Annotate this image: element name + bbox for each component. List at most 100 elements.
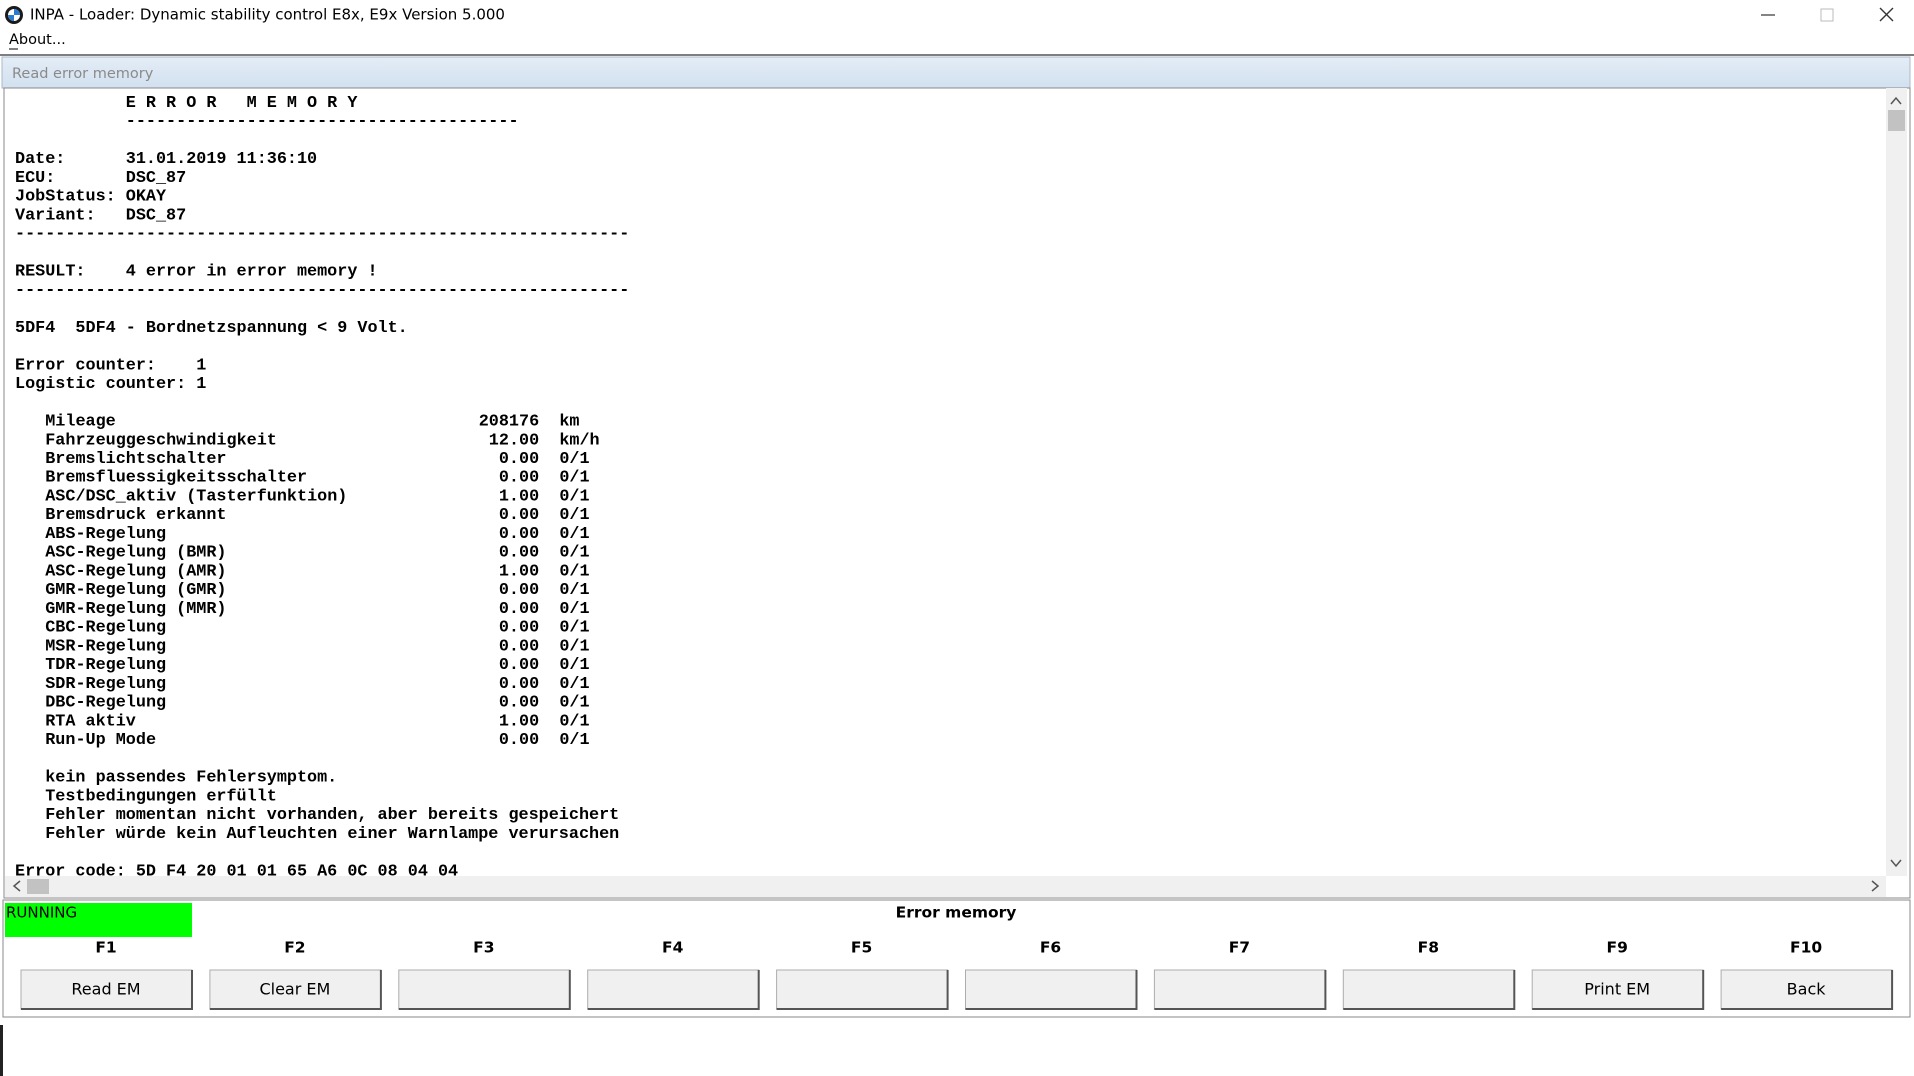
button-label[interactable]: Back xyxy=(1787,980,1827,999)
button[interactable]: Back xyxy=(1720,969,1894,1010)
measurement-value: 0.00 xyxy=(499,675,539,694)
window-title: INPA - Loader: Dynamic stability control… xyxy=(30,6,505,24)
button-face[interactable] xyxy=(1342,969,1515,1010)
button-label[interactable]: Print EM xyxy=(1584,980,1650,999)
report-line: Variant: DSC_87 xyxy=(15,206,186,225)
measurement-name: Bremslichtschalter xyxy=(45,450,226,469)
function-key: F4 xyxy=(662,939,684,957)
close-button[interactable] xyxy=(1879,7,1894,22)
app-icon xyxy=(5,6,23,24)
button-label[interactable]: Clear EM xyxy=(259,980,330,999)
report-line: RESULT: 4 error in error memory ! xyxy=(15,263,378,282)
function-key: F1 xyxy=(95,939,116,957)
vertical-scrollbar[interactable] xyxy=(1886,88,1907,876)
button-shadow xyxy=(965,970,1138,1010)
report-line: JobStatus: OKAY xyxy=(15,188,167,207)
horizontal-scrollbar[interactable] xyxy=(5,876,1886,897)
maximize-button[interactable] xyxy=(1820,8,1834,22)
measurement-name: Run-Up Mode xyxy=(45,731,156,750)
scroll-thumb[interactable] xyxy=(1888,110,1905,131)
measurement-name: TDR-Regelung xyxy=(45,656,166,675)
button[interactable]: Print EM xyxy=(1531,969,1705,1010)
function-key: F9 xyxy=(1607,939,1628,957)
measurement-unit: km xyxy=(559,413,579,432)
button[interactable]: Clear EM xyxy=(209,969,382,1010)
scroll-right[interactable] xyxy=(1871,880,1880,892)
measurement-unit: 0/1 xyxy=(559,675,589,694)
panel-title: Read error memory xyxy=(12,66,154,82)
button-face[interactable] xyxy=(20,969,193,1010)
menu-item[interactable]: About... xyxy=(9,32,66,48)
measurement-unit: 0/1 xyxy=(559,469,589,488)
button-face[interactable] xyxy=(209,969,382,1010)
measurement-name: ASC/DSC_aktiv (Tasterfunktion) xyxy=(45,487,347,506)
button-shadow xyxy=(1532,970,1705,1010)
edge-shadow xyxy=(0,1025,3,1076)
measurement-value: 0.00 xyxy=(499,600,539,619)
button-shadow xyxy=(1721,970,1894,1010)
function-key: F10 xyxy=(1790,939,1822,957)
measurement-value: 0.00 xyxy=(499,450,539,469)
measurement-value: 0.00 xyxy=(499,469,539,488)
measurement-value: 0.00 xyxy=(499,525,539,544)
report-line: Error counter: 1 xyxy=(15,356,206,375)
function-key: F8 xyxy=(1418,939,1439,957)
measurement-unit: 0/1 xyxy=(559,544,589,563)
measurement-unit: 0/1 xyxy=(559,506,589,525)
measurement-unit: 0/1 xyxy=(559,619,589,638)
measurement-name: Mileage xyxy=(45,413,116,432)
scroll-thumb-h[interactable] xyxy=(27,879,49,894)
measurement-value: 0.00 xyxy=(499,731,539,750)
button-face[interactable] xyxy=(776,969,949,1010)
button-face[interactable] xyxy=(965,969,1137,1010)
scroll-down[interactable] xyxy=(1890,859,1902,868)
button-shadow xyxy=(398,970,571,1010)
report-line: kein passendes Fehlersymptom. xyxy=(15,769,337,788)
button[interactable] xyxy=(587,969,760,1010)
report-line: ----------------------------------------… xyxy=(15,225,629,244)
report-line: Fehler momentan nicht vorhanden, aber be… xyxy=(15,806,619,825)
button[interactable] xyxy=(398,969,571,1010)
scroll-left[interactable] xyxy=(12,880,21,892)
button[interactable] xyxy=(965,969,1138,1010)
function-key: F7 xyxy=(1229,939,1250,957)
report-area xyxy=(3,87,1911,899)
button-face[interactable] xyxy=(1531,969,1704,1010)
function-keys: F1 Read EM F2 Clear EM F3 F4 F5 F6 F7 F8 F9 Print E… xyxy=(20,939,1894,1010)
button-shadow xyxy=(776,970,949,1010)
button[interactable]: Read EM xyxy=(20,969,193,1010)
button-face[interactable] xyxy=(1153,969,1326,1010)
report-line: --------------------------------------- xyxy=(15,113,519,132)
measurement-unit: 0/1 xyxy=(559,562,589,581)
measurement-name: DBC-Regelung xyxy=(45,694,166,713)
panel-header xyxy=(1,56,1911,89)
measurement-value: 0.00 xyxy=(499,619,539,638)
measurement-value: 0.00 xyxy=(499,544,539,563)
button[interactable] xyxy=(1153,969,1327,1010)
report-line: 5DF4 5DF4 - Bordnetzspannung < 9 Volt. xyxy=(15,319,408,338)
function-key: F2 xyxy=(284,939,305,957)
measurement-name: RTA aktiv xyxy=(45,712,136,731)
report-line: E R R O R M E M O R Y xyxy=(15,94,358,113)
status-box xyxy=(5,903,192,937)
button[interactable] xyxy=(1342,969,1516,1010)
button-shadow xyxy=(21,970,193,1010)
scroll-up[interactable] xyxy=(1890,96,1902,105)
measurement-unit: 0/1 xyxy=(559,487,589,506)
button-shadow xyxy=(1154,970,1327,1010)
button-face[interactable] xyxy=(398,969,571,1010)
button-shadow xyxy=(587,970,760,1010)
function-key: F5 xyxy=(851,939,872,957)
status-state: RUNNING xyxy=(6,904,77,922)
measurement-name: ABS-Regelung xyxy=(45,525,166,544)
measurement-name: ASC-Regelung (BMR) xyxy=(45,544,226,563)
button[interactable] xyxy=(776,969,949,1010)
report-line: ----------------------------------------… xyxy=(15,281,629,300)
button-label[interactable]: Read EM xyxy=(71,980,140,999)
report-line: Testbedingungen erfüllt xyxy=(15,787,277,806)
measurement-unit: 0/1 xyxy=(559,450,589,469)
measurement-value: 1.00 xyxy=(499,487,539,506)
button-face[interactable] xyxy=(587,969,760,1010)
button-shadow xyxy=(1343,970,1516,1010)
